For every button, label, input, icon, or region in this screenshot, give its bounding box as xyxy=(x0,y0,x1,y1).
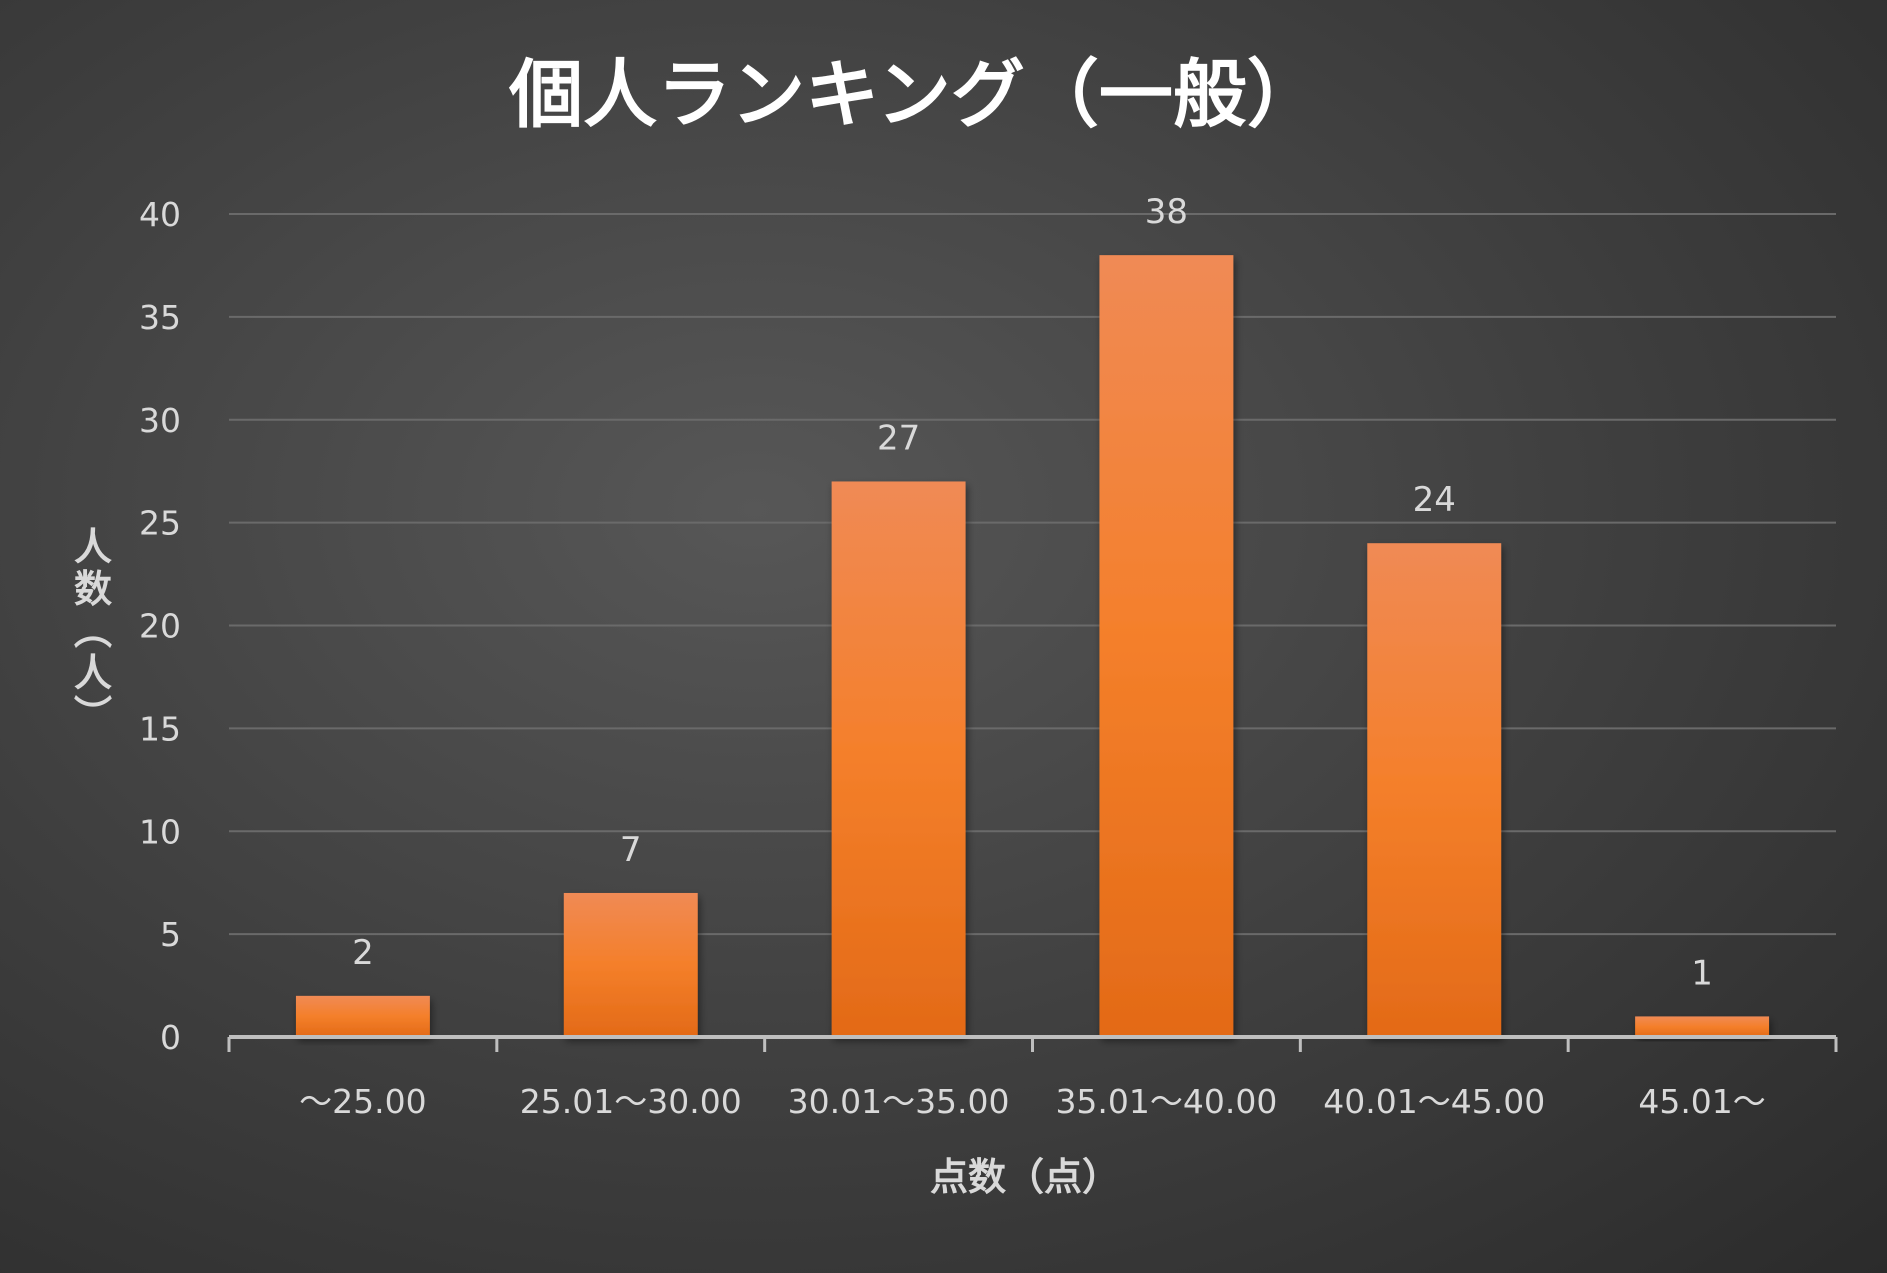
bar-5 xyxy=(1367,543,1502,1037)
x-tick-label-4: 35.01～40.00 xyxy=(1055,1082,1277,1121)
y-tick-label-30: 30 xyxy=(139,401,181,440)
y-tick-label-5: 5 xyxy=(160,915,181,954)
chart-title: 個人ランキング（一般） xyxy=(508,52,1321,138)
data-label-5: 24 xyxy=(1413,480,1456,520)
y-axis-title-char: 数 xyxy=(74,567,112,611)
y-axis-ticks: 0 5 10 15 20 25 30 35 40 xyxy=(139,195,181,1057)
bar-6 xyxy=(1635,1016,1770,1037)
y-tick-label-25: 25 xyxy=(139,504,181,543)
x-tick-label-2: 25.01～30.00 xyxy=(520,1082,742,1121)
x-axis-ticks: ～25.00 25.01～30.00 30.01～35.00 35.01～40.00 4… xyxy=(299,1082,1766,1121)
data-label-4: 38 xyxy=(1145,192,1188,232)
bar-2 xyxy=(563,892,698,1037)
bar-3 xyxy=(831,481,966,1038)
data-label-3: 27 xyxy=(877,418,920,458)
x-axis-title: 点数（点） xyxy=(930,1155,1120,1199)
y-axis-title-char: ︶ xyxy=(74,693,112,737)
x-tick-label-3: 30.01～35.00 xyxy=(788,1082,1010,1121)
x-tick-label-5: 40.01～45.00 xyxy=(1323,1082,1545,1121)
bars xyxy=(295,255,1770,1038)
y-tick-label-40: 40 xyxy=(139,195,181,234)
x-tick-label-1: ～25.00 xyxy=(299,1082,426,1121)
gridlines xyxy=(229,213,1836,936)
y-axis-title-char: 人 xyxy=(74,525,112,569)
y-axis-title-char: ︵ xyxy=(74,609,112,653)
y-tick-label-15: 15 xyxy=(139,709,181,748)
data-label-2: 7 xyxy=(620,830,642,870)
y-axis-title: 人数︵人︶ xyxy=(74,525,112,737)
x-tick-label-6: 45.01～ xyxy=(1638,1082,1765,1121)
data-label-6: 1 xyxy=(1691,953,1713,993)
data-label-1: 2 xyxy=(352,933,374,973)
bar-1 xyxy=(295,995,430,1037)
y-tick-label-20: 20 xyxy=(139,607,181,646)
bar-4 xyxy=(1099,255,1234,1037)
y-tick-label-10: 10 xyxy=(139,812,181,851)
y-tick-label-35: 35 xyxy=(139,298,181,337)
y-tick-label-0: 0 xyxy=(160,1018,181,1057)
x-axis xyxy=(227,1035,1838,1052)
y-axis-title-char: 人 xyxy=(74,651,112,695)
